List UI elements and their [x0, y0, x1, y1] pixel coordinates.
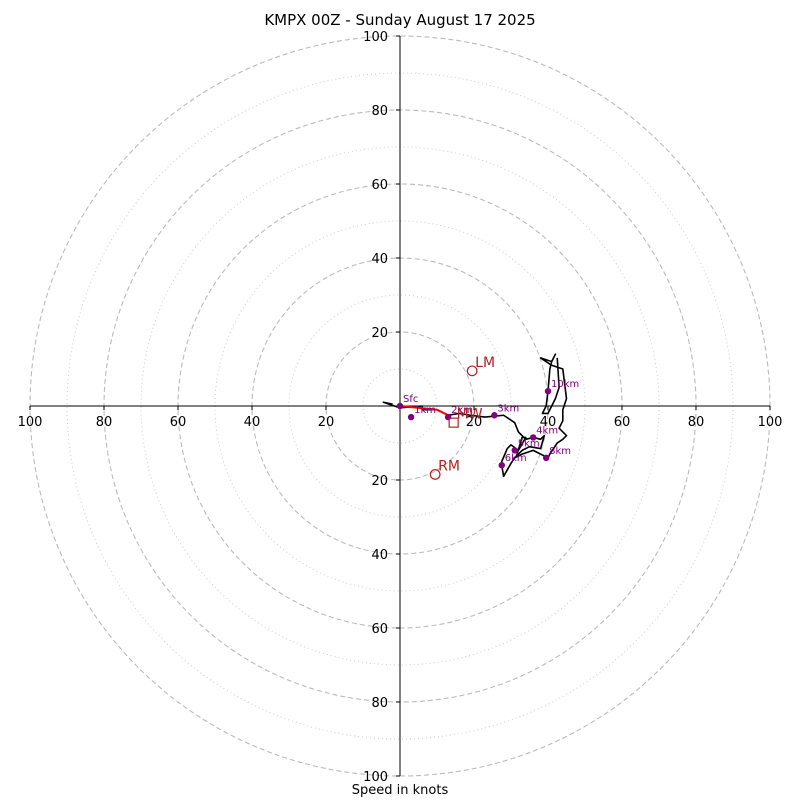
height-label-8km: 8km — [549, 446, 571, 457]
height-marker-4km — [530, 434, 537, 441]
height-marker-5km — [511, 447, 518, 454]
x-tick-label-right-100: 100 — [758, 415, 783, 430]
y-tick-label-top-20: 20 — [371, 326, 388, 341]
height-label-10km: 10km — [551, 379, 579, 390]
y-tick-label-top-60: 60 — [371, 178, 388, 193]
storm-marker-RM — [429, 469, 441, 480]
x-tick-label-left-60: 60 — [170, 415, 187, 430]
height-marker-10km — [544, 388, 552, 395]
y-tick-label-bottom-80: 80 — [371, 696, 388, 711]
y-tick-label-bottom-60: 60 — [371, 622, 388, 637]
storm-label-LM: LM — [475, 355, 495, 371]
storm-motion-group: LM MW RM — [429, 355, 495, 480]
x-tick-label-right-60: 60 — [614, 415, 631, 430]
low-level-segment-group — [399, 405, 449, 417]
height-marker-3km — [491, 412, 498, 419]
storm-marker-MW — [448, 417, 459, 428]
height-label-3km: 3km — [497, 403, 519, 414]
y-tick-label-top-80: 80 — [371, 104, 388, 119]
height-label-Sfc: Sfc — [403, 394, 418, 405]
height-label-5km: 5km — [518, 438, 540, 449]
height-marker-6km — [498, 462, 505, 469]
storm-label-RM: RM — [438, 458, 460, 474]
y-tick-label-bottom-20: 20 — [371, 474, 388, 489]
y-tick-label-bottom-100: 100 — [363, 770, 388, 785]
x-tick-label-right-20: 20 — [466, 415, 483, 430]
height-label-2km: 2km — [451, 405, 473, 416]
height-label-1km: 1km — [414, 405, 436, 416]
y-tick-label-bottom-40: 40 — [371, 548, 388, 563]
low-level-segment — [399, 405, 449, 417]
height-marker-1km — [407, 413, 415, 421]
x-tick-label-left-20: 20 — [318, 415, 335, 430]
tick-labels: 20 20 20 20 40 40 40 40 60 60 60 60 80 80 80 80 100 100 10… — [18, 30, 783, 785]
x-tick-label-left-100: 100 — [18, 415, 43, 430]
y-tick-label-top-40: 40 — [371, 252, 388, 267]
y-tick-label-top-100: 100 — [363, 30, 388, 45]
storm-label-MW: MW — [457, 407, 483, 423]
x-tick-label-right-40: 40 — [540, 415, 557, 430]
x-tick-label-right-80: 80 — [688, 415, 705, 430]
storm-marker-LM — [466, 365, 478, 377]
x-axis-label: Speed in knots — [351, 783, 449, 798]
height-marker-Sfc — [396, 402, 404, 410]
height-label-4km: 4km — [536, 425, 558, 436]
height-marker-8km — [542, 454, 550, 461]
x-tick-label-left-40: 40 — [244, 415, 261, 430]
x-tick-label-left-80: 80 — [96, 415, 113, 430]
chart-title: KMPX 00Z - Sunday August 17 2025 — [264, 11, 536, 29]
height-label-6km: 6km — [505, 453, 527, 464]
